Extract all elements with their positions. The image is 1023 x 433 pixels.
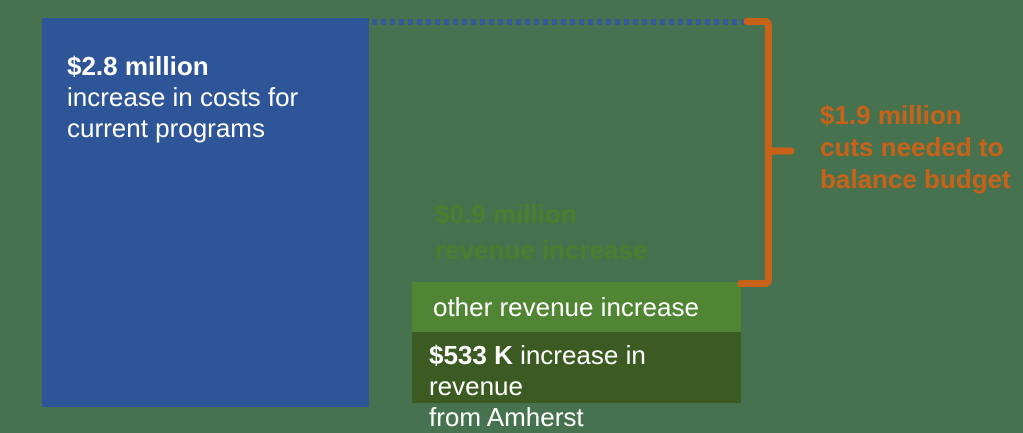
cuts-line2: cuts needed to xyxy=(820,132,1004,162)
cuts-line3: balance budget xyxy=(820,164,1011,194)
cuts-annotation: $1.9 million cuts needed to balance budg… xyxy=(820,99,1011,195)
cost-increase-block: $2.8 million increase in costs for curre… xyxy=(42,18,369,407)
revenue-total-amount: $0.9 million xyxy=(435,199,577,229)
revenue-total-caption: revenue increase xyxy=(435,235,648,265)
other-revenue-bar: other revenue increase xyxy=(412,282,741,332)
amherst-amount: $533 K xyxy=(429,340,513,370)
cuts-amount: $1.9 million xyxy=(820,100,962,130)
amherst-line2: from Amherst xyxy=(429,402,584,432)
cuts-bracket xyxy=(737,18,795,287)
other-revenue-label: other revenue increase xyxy=(433,291,699,322)
amherst-revenue-bar: $533 K increase in revenue from Amherst xyxy=(412,332,741,432)
cost-level-dotted-line xyxy=(372,19,744,25)
revenue-total-annotation: $0.9 million revenue increase xyxy=(435,196,647,268)
cost-amount: $2.8 million xyxy=(67,51,209,81)
cost-desc-line1: increase in costs for xyxy=(67,82,299,112)
amherst-line1: $533 K increase in revenue xyxy=(429,340,741,402)
amherst-desc-rest: increase in revenue xyxy=(429,340,646,401)
cost-desc-line2: current programs xyxy=(67,113,265,143)
